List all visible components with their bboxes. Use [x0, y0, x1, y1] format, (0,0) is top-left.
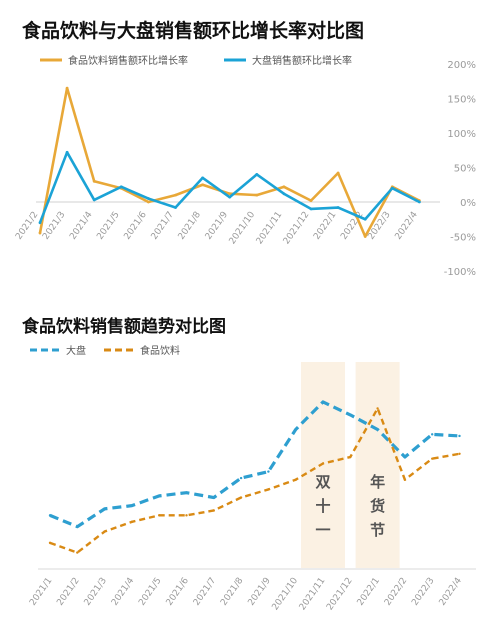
data-point	[267, 470, 270, 473]
data-point	[92, 179, 96, 183]
x-tick-label: 2021/8	[219, 576, 246, 608]
mom-growth-chart: 食品饮料销售额环比增长率 大盘销售额环比增长率 200% 150% 100% 50% 0% -…	[14, 54, 476, 278]
data-point	[65, 86, 69, 90]
legend-label-1: 大盘	[66, 344, 86, 357]
data-point	[103, 507, 106, 511]
data-point	[103, 530, 106, 533]
y-tick-label: 150%	[447, 95, 476, 106]
data-point	[174, 206, 177, 209]
x-tick-label: 2022/2	[383, 576, 409, 608]
data-point	[48, 514, 52, 517]
data-point	[321, 462, 325, 465]
data-point	[294, 478, 297, 481]
highlight-band-2	[355, 362, 400, 568]
series-line-1	[49, 400, 460, 529]
data-point	[228, 195, 232, 199]
highlight-label-char: 双	[315, 473, 330, 491]
x-tick-label: 2021/12	[325, 576, 355, 612]
highlight-label-char: 货	[370, 497, 385, 515]
x-tick-label: 2022/3	[410, 576, 436, 608]
data-point	[321, 400, 325, 404]
data-point	[185, 514, 188, 517]
highlight-band-1	[301, 362, 345, 568]
data-point	[119, 185, 123, 189]
data-point	[376, 428, 379, 431]
data-point	[431, 433, 434, 436]
x-tick-label: 2021/11	[298, 576, 328, 612]
data-point	[158, 514, 161, 517]
data-point	[92, 198, 96, 202]
data-point	[38, 221, 42, 225]
data-point	[363, 235, 367, 238]
data-point	[239, 496, 243, 499]
x-tick-label: 2021/10	[271, 576, 301, 613]
data-point	[174, 193, 177, 197]
data-point	[390, 186, 394, 190]
chart2-title: 食品饮料销售额趋势对比图	[22, 317, 226, 337]
data-point	[212, 509, 215, 512]
x-tick-label: 2021/1	[28, 576, 54, 608]
data-point	[76, 551, 79, 554]
data-point	[403, 455, 407, 459]
data-point	[201, 176, 205, 180]
data-point	[201, 183, 205, 187]
data-point	[147, 197, 150, 200]
highlight-label-char: 年	[370, 473, 385, 491]
chart1-title: 食品饮料与大盘销售额环比增长率对比图	[22, 20, 365, 42]
x-tick-label: 2022/4	[438, 576, 465, 608]
legend-label-2: 大盘销售额环比增长率	[252, 54, 352, 67]
data-point	[403, 478, 407, 481]
y-tick-label: -100%	[444, 267, 476, 278]
x-tick-label: 2021/4	[110, 576, 137, 608]
data-point	[147, 200, 150, 204]
data-point	[255, 173, 259, 176]
data-point	[65, 150, 69, 154]
data-point	[431, 457, 434, 460]
x-tick-label: 2022/1	[356, 576, 382, 608]
data-point	[458, 452, 461, 455]
data-point	[48, 541, 52, 545]
legend-label-2: 食品饮料	[140, 344, 180, 357]
x-tick-label: 2021/7	[192, 576, 218, 608]
data-point	[458, 434, 461, 438]
data-point	[130, 504, 134, 507]
data-point	[282, 192, 286, 196]
highlight-label-char: 一	[315, 521, 330, 539]
x-tick-label: 2021/9	[246, 576, 273, 608]
y-tick-label: -50%	[450, 233, 476, 244]
highlight-label-char: 十	[315, 497, 330, 515]
y-tick-label: 0%	[460, 198, 476, 209]
highlight-label-char: 节	[370, 521, 385, 539]
data-point	[294, 428, 297, 431]
data-point	[38, 231, 42, 235]
data-point	[282, 185, 286, 189]
data-point	[336, 171, 340, 175]
data-point	[309, 199, 313, 203]
data-point	[418, 200, 421, 204]
data-point	[349, 455, 352, 459]
x-tick-label: 2021/6	[165, 576, 192, 608]
data-point	[349, 413, 352, 417]
data-point	[267, 488, 270, 491]
data-point	[255, 193, 259, 197]
x-tick-label: 2021/2	[55, 576, 81, 608]
data-point	[185, 491, 188, 494]
data-point	[309, 207, 313, 211]
y-tick-label: 200%	[447, 60, 476, 71]
x-tick-label: 2021/5	[137, 576, 163, 608]
data-point	[158, 494, 161, 498]
data-point	[336, 206, 340, 209]
data-point	[212, 496, 215, 499]
data-point	[376, 407, 379, 410]
legend-label-1: 食品饮料销售额环比增长率	[68, 54, 188, 67]
y-tick-label: 100%	[447, 129, 476, 140]
data-point	[76, 525, 79, 528]
y-tick-label: 50%	[454, 164, 476, 175]
data-point	[239, 476, 243, 480]
data-point	[363, 217, 367, 221]
data-point	[228, 192, 232, 196]
x-tick-label: 2021/3	[83, 576, 109, 608]
data-point	[130, 520, 134, 524]
